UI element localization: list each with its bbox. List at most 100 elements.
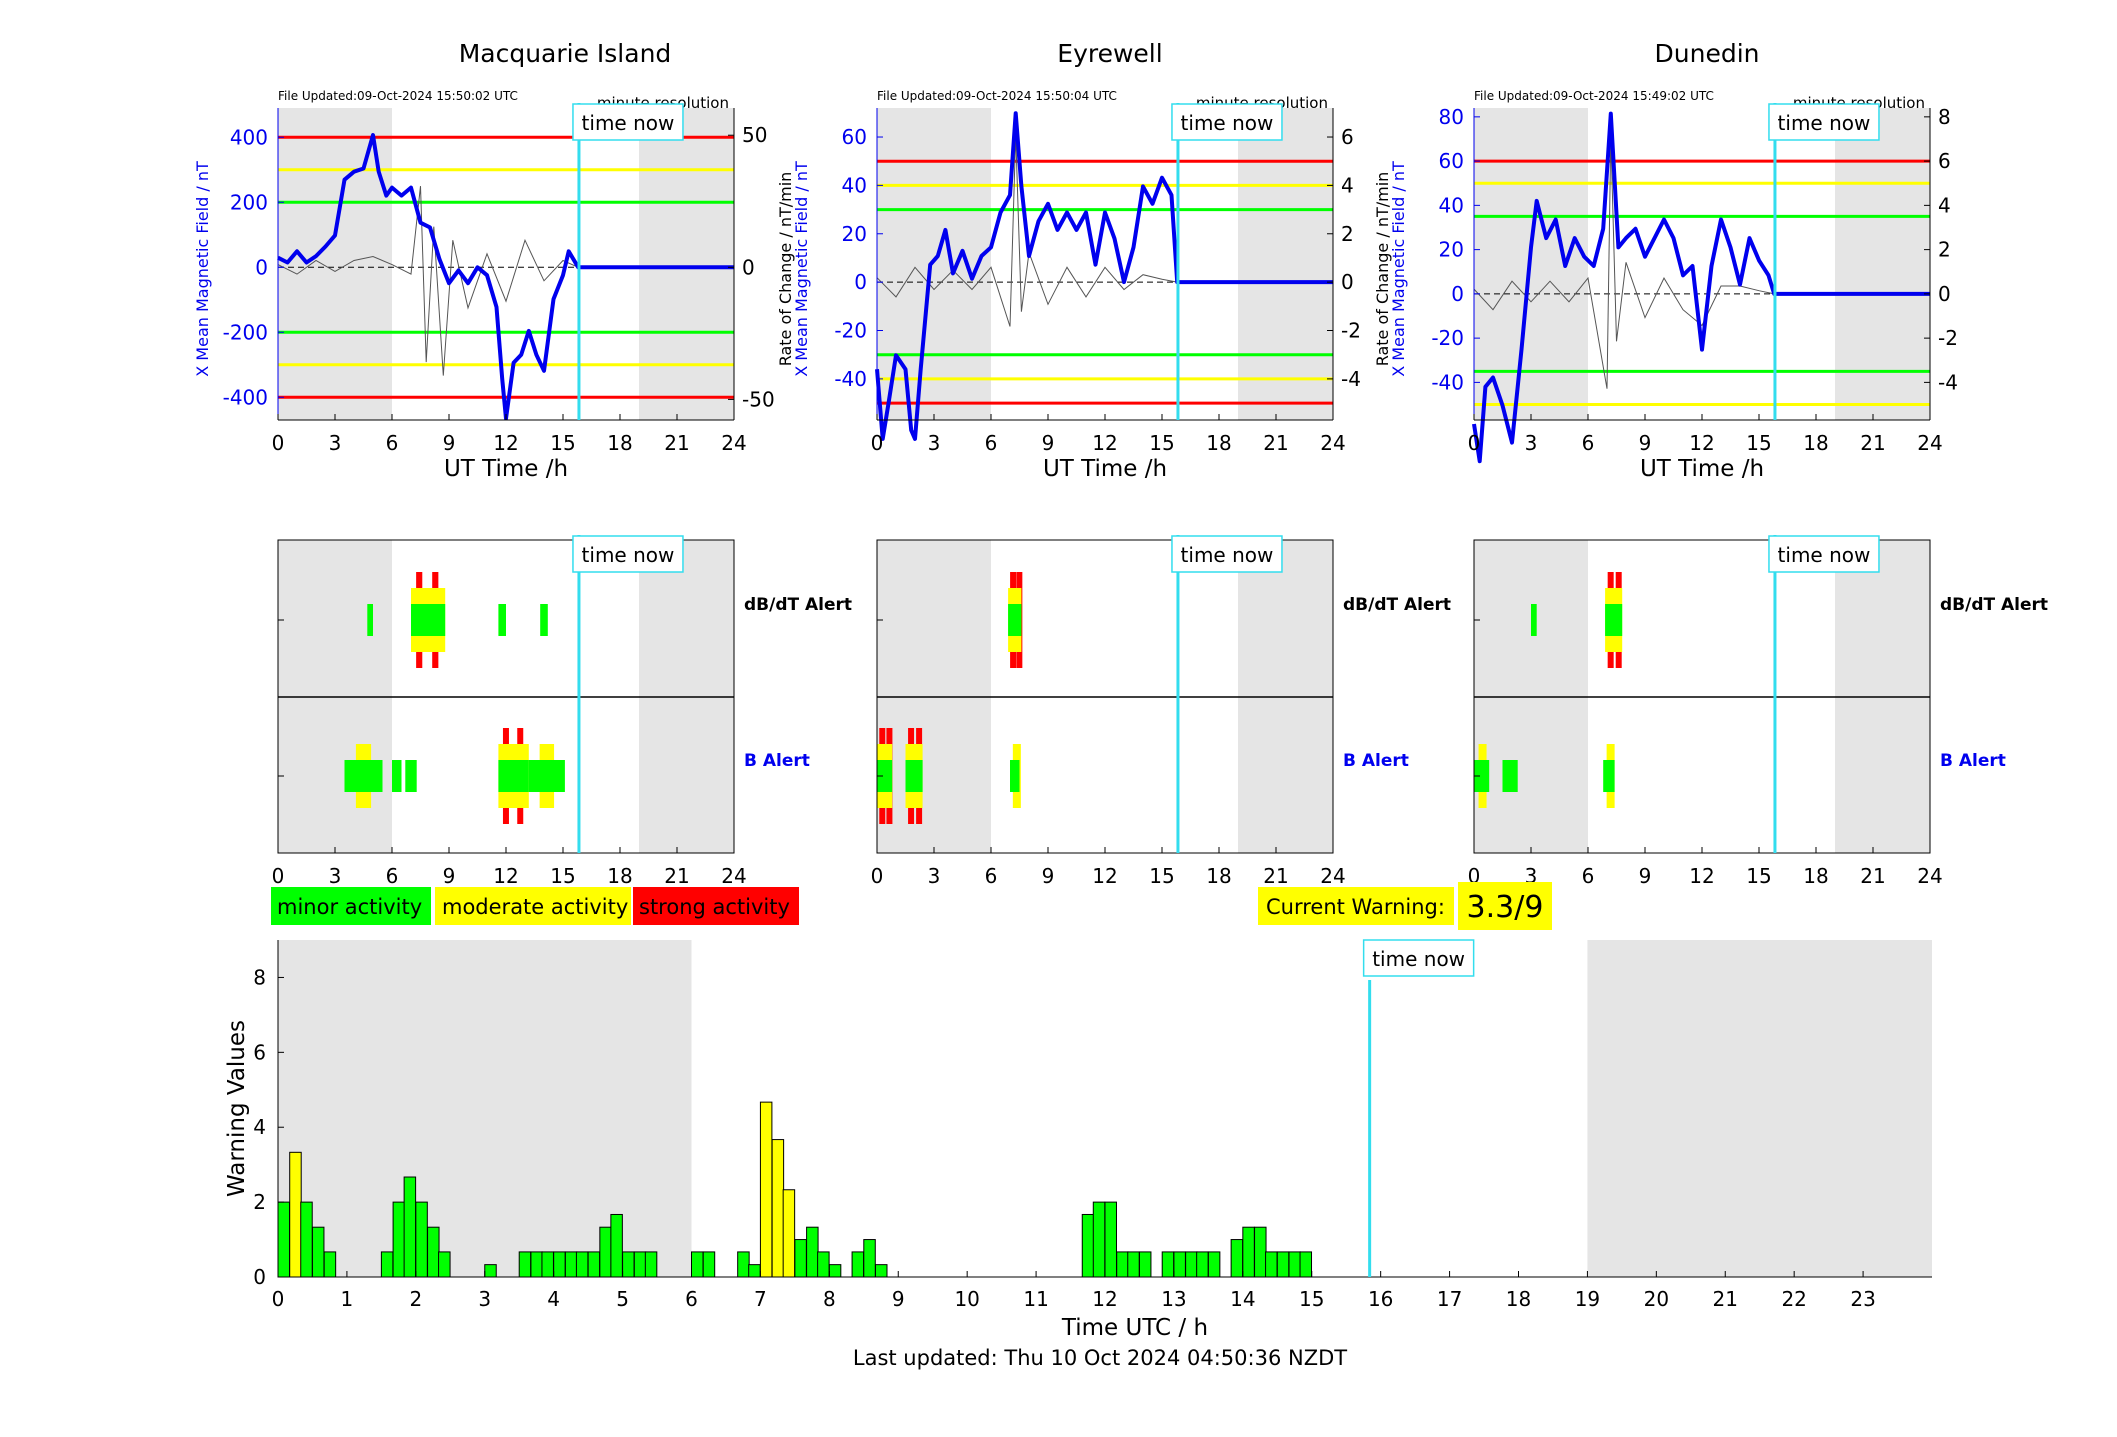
rate-of-change-trace bbox=[876, 134, 1178, 327]
warning-bar bbox=[415, 1201, 428, 1278]
station-title-eyrewell: Eyrewell bbox=[1057, 39, 1162, 68]
right-y-tick-label: -4 bbox=[1341, 367, 1361, 391]
warning-bar bbox=[691, 1251, 704, 1278]
warning-bar bbox=[633, 1251, 647, 1278]
right-y-axis-label: Rate of Change / nT/min bbox=[776, 172, 795, 367]
warning-bar bbox=[828, 1264, 842, 1278]
y-tick-label: 400 bbox=[230, 125, 268, 149]
legend-minor-swatch bbox=[271, 887, 431, 925]
y-tick-label: 80 bbox=[1439, 105, 1464, 129]
x-tick-label: 15 bbox=[1149, 864, 1174, 888]
x-axis-label: Time UTC / h bbox=[1061, 1315, 1208, 1341]
b-alert-minor-block bbox=[392, 760, 402, 792]
warning-bar bbox=[851, 1251, 865, 1278]
b-alert-minor-block bbox=[1603, 760, 1615, 792]
x-tick-label: 24 bbox=[721, 864, 746, 888]
dbdt-alert-label: dB/dT Alert bbox=[1940, 595, 2048, 615]
activity-legend: minor activity moderate activity strong … bbox=[271, 887, 799, 925]
right-y-tick-label: 2 bbox=[1938, 238, 1951, 262]
right-y-tick-label: -2 bbox=[1341, 319, 1361, 343]
dbdt-alert-label: dB/dT Alert bbox=[1343, 595, 1451, 615]
x-tick-label: 12 bbox=[1092, 864, 1117, 888]
y-tick-label: 0 bbox=[1451, 282, 1464, 306]
x-tick-label: 12 bbox=[1092, 1287, 1117, 1311]
warning-bar bbox=[277, 1201, 290, 1278]
b-alert-minor-block bbox=[1502, 760, 1518, 792]
x-tick-label: 24 bbox=[721, 431, 746, 455]
time-now-label: time now bbox=[582, 543, 675, 567]
x-tick-label: 18 bbox=[1803, 864, 1828, 888]
x-tick-label: 12 bbox=[1689, 864, 1714, 888]
station-titles: Macquarie Island Eyrewell Dunedin bbox=[459, 39, 1760, 68]
x-tick-label: 0 bbox=[272, 431, 285, 455]
left-y-axis-label: X Mean Magnetic Field / nT bbox=[193, 161, 212, 377]
x-tick-label: 0 bbox=[871, 431, 884, 455]
dbdt-alert-minor-block bbox=[1531, 604, 1537, 636]
x-tick-label: 21 bbox=[1263, 431, 1288, 455]
x-tick-label: 24 bbox=[1320, 864, 1345, 888]
x-tick-label: 0 bbox=[272, 1287, 285, 1311]
warning-bar bbox=[1116, 1251, 1129, 1278]
warning-bar bbox=[1127, 1251, 1140, 1278]
warning-bar bbox=[380, 1251, 394, 1278]
dbdt-alert-minor-block bbox=[540, 604, 548, 636]
warning-bar bbox=[644, 1251, 658, 1278]
x-tick-label: 22 bbox=[1781, 1287, 1806, 1311]
y-tick-label: -200 bbox=[223, 320, 268, 344]
b-alert-minor-block bbox=[877, 760, 893, 792]
current-warning-label: Current Warning: bbox=[1266, 895, 1445, 919]
x-tick-label: 15 bbox=[1746, 431, 1771, 455]
y-tick-label: 8 bbox=[253, 965, 266, 989]
y-tick-label: -40 bbox=[834, 367, 867, 391]
x-tick-label: 3 bbox=[1525, 431, 1538, 455]
dbdt-alert-minor-block bbox=[1008, 604, 1022, 636]
legend-moderate-label: moderate activity bbox=[442, 895, 628, 919]
night-shade bbox=[639, 108, 734, 420]
time-now-label-box bbox=[1768, 103, 1880, 141]
warning-bar bbox=[875, 1264, 888, 1278]
warning-bar bbox=[1254, 1226, 1267, 1278]
right-y-tick-label: 6 bbox=[1938, 149, 1951, 173]
time-now-label: time now bbox=[1372, 947, 1465, 971]
last-updated-text: Last updated: Thu 10 Oct 2024 04:50:36 N… bbox=[853, 1346, 1347, 1370]
warning-bar bbox=[759, 1101, 773, 1278]
x-tick-label: 23 bbox=[1850, 1287, 1875, 1311]
b-alert-minor-block bbox=[498, 760, 529, 792]
current-warning-value-box bbox=[1458, 882, 1552, 930]
y-tick-label: 20 bbox=[842, 222, 867, 246]
x-tick-label: 3 bbox=[329, 431, 342, 455]
y-tick-label: 6 bbox=[253, 1040, 266, 1064]
warning-bar bbox=[1104, 1201, 1117, 1278]
x-tick-label: 12 bbox=[493, 864, 518, 888]
x-tick-label: 3 bbox=[928, 864, 941, 888]
x-tick-label: 21 bbox=[1860, 864, 1885, 888]
right-y-axis-label: Rate of Change / nT/min bbox=[1373, 172, 1392, 367]
x-tick-label: 6 bbox=[1582, 431, 1595, 455]
time-now-label: time now bbox=[1181, 111, 1274, 135]
station-title-dunedin: Dunedin bbox=[1655, 39, 1760, 68]
warning-bar bbox=[1185, 1251, 1198, 1278]
x-tick-label: 15 bbox=[1149, 431, 1174, 455]
x-tick-label: 9 bbox=[443, 864, 456, 888]
warning-bar bbox=[311, 1226, 325, 1278]
y-tick-label: 60 bbox=[1439, 149, 1464, 173]
legend-moderate-swatch bbox=[435, 887, 631, 925]
right-y-tick-label: -50 bbox=[742, 387, 775, 411]
file-updated-text: File Updated:09-Oct-2024 15:50:04 UTC bbox=[877, 89, 1117, 103]
warning-bar bbox=[587, 1251, 601, 1278]
x-tick-label: 21 bbox=[1263, 864, 1288, 888]
time-now-label-box bbox=[1362, 939, 1475, 977]
warning-bar bbox=[599, 1226, 612, 1278]
dbdt-alert-label: dB/dT Alert bbox=[744, 595, 852, 615]
magnetic-field-trace bbox=[1472, 111, 1930, 464]
warning-bar bbox=[1276, 1251, 1290, 1278]
right-y-tick-label: 0 bbox=[1341, 270, 1354, 294]
x-axis-label: UT Time /h bbox=[444, 456, 568, 482]
y-tick-label: 0 bbox=[854, 270, 867, 294]
x-tick-label: 21 bbox=[1860, 431, 1885, 455]
b-alert-minor-block bbox=[905, 760, 923, 792]
x-tick-label: 3 bbox=[478, 1287, 491, 1311]
warning-bar bbox=[403, 1176, 417, 1278]
